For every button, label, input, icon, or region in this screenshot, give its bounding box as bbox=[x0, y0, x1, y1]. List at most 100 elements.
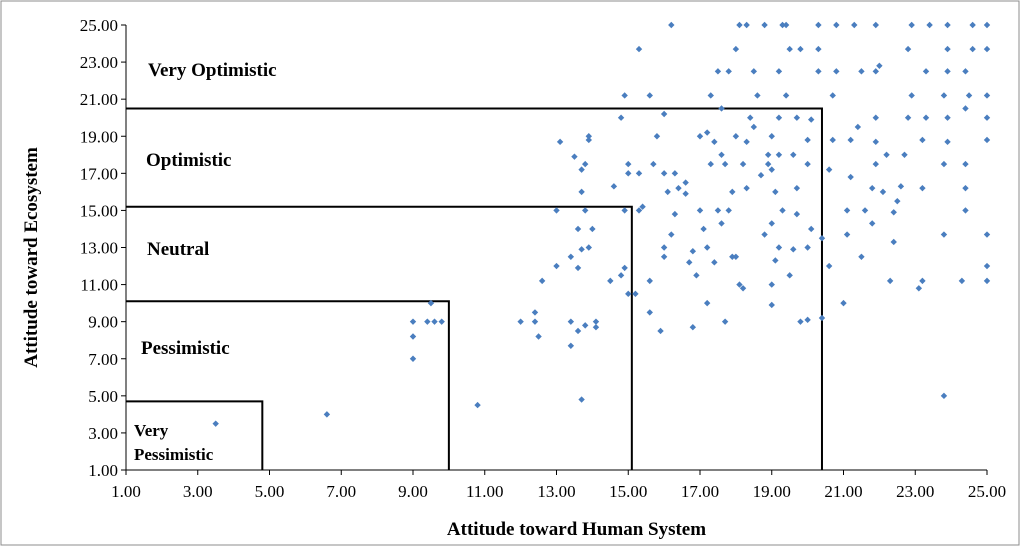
zone-label: Very bbox=[134, 421, 169, 440]
data-point bbox=[617, 114, 625, 121]
data-point bbox=[707, 92, 714, 99]
data-point bbox=[664, 188, 671, 196]
data-point bbox=[808, 225, 815, 233]
data-point bbox=[915, 285, 923, 292]
data-point bbox=[858, 68, 865, 75]
x-tick-label: 1.00 bbox=[111, 482, 141, 501]
data-point bbox=[732, 133, 740, 140]
zone-labels: Very Optimistic Optimistic Neutral Pessimis… bbox=[134, 60, 277, 464]
zone-boundary bbox=[126, 107, 823, 470]
data-point bbox=[653, 133, 661, 140]
data-point bbox=[962, 105, 969, 112]
data-point bbox=[718, 151, 725, 158]
data-point bbox=[617, 272, 625, 279]
data-point bbox=[890, 238, 897, 246]
data-point bbox=[721, 318, 729, 325]
data-point bbox=[714, 207, 722, 214]
data-point bbox=[772, 188, 779, 196]
data-point bbox=[657, 327, 664, 335]
data-point bbox=[919, 277, 926, 285]
data-points bbox=[212, 21, 991, 427]
data-point bbox=[764, 160, 772, 168]
data-point bbox=[718, 105, 725, 112]
data-point bbox=[775, 68, 783, 75]
data-point bbox=[983, 21, 991, 29]
data-point bbox=[736, 281, 743, 288]
zone-label: Optimistic bbox=[146, 150, 232, 171]
data-point bbox=[768, 301, 775, 309]
data-point bbox=[592, 324, 600, 331]
y-tick-label: 3.00 bbox=[88, 424, 118, 443]
x-tick-label: 19.00 bbox=[753, 482, 791, 501]
data-point bbox=[922, 68, 930, 75]
data-point bbox=[818, 235, 826, 242]
data-point bbox=[431, 318, 438, 325]
data-point bbox=[944, 114, 951, 121]
data-point bbox=[323, 411, 331, 418]
data-point bbox=[625, 290, 632, 298]
data-point bbox=[660, 110, 668, 118]
data-point bbox=[739, 160, 747, 168]
data-point bbox=[409, 318, 417, 325]
data-point bbox=[646, 277, 653, 285]
data-point bbox=[854, 123, 862, 131]
data-point bbox=[754, 92, 761, 99]
data-point bbox=[718, 220, 725, 227]
y-axis-title: Attitude toward Ecosystem bbox=[21, 147, 42, 368]
data-point bbox=[872, 114, 879, 121]
data-point bbox=[833, 68, 840, 75]
data-point bbox=[962, 207, 969, 214]
data-point bbox=[424, 318, 431, 325]
data-point bbox=[894, 197, 901, 205]
data-point bbox=[578, 188, 585, 196]
data-point bbox=[782, 21, 790, 29]
data-point bbox=[686, 259, 693, 266]
data-point bbox=[768, 133, 775, 140]
y-tick-label: 9.00 bbox=[88, 313, 118, 332]
data-point bbox=[775, 151, 783, 158]
data-point bbox=[743, 21, 750, 29]
data-point bbox=[761, 21, 768, 29]
data-point bbox=[621, 264, 628, 272]
data-point bbox=[804, 316, 811, 324]
y-tick-label: 11.00 bbox=[80, 276, 118, 295]
data-point bbox=[876, 62, 883, 69]
data-point bbox=[944, 45, 951, 53]
y-tick-label: 19.00 bbox=[80, 127, 118, 146]
data-point bbox=[582, 207, 589, 214]
x-tick-label: 5.00 bbox=[255, 482, 285, 501]
data-point bbox=[926, 21, 933, 29]
data-point bbox=[872, 138, 879, 146]
data-point bbox=[843, 207, 851, 214]
data-point bbox=[818, 314, 826, 322]
data-point bbox=[696, 207, 704, 214]
data-point bbox=[940, 231, 948, 238]
data-point bbox=[786, 45, 793, 53]
data-point bbox=[919, 184, 926, 192]
data-point bbox=[768, 220, 775, 227]
data-point bbox=[761, 231, 768, 238]
data-point bbox=[861, 207, 869, 214]
data-point bbox=[969, 21, 976, 29]
data-point bbox=[983, 136, 991, 144]
data-point bbox=[879, 188, 887, 196]
data-point bbox=[585, 244, 592, 251]
data-point bbox=[983, 262, 991, 270]
data-point bbox=[793, 114, 801, 121]
data-point bbox=[940, 160, 948, 168]
data-point bbox=[553, 207, 560, 214]
data-point bbox=[553, 262, 560, 270]
data-point bbox=[779, 207, 786, 214]
data-point bbox=[847, 136, 854, 144]
data-point bbox=[578, 166, 585, 173]
data-point bbox=[212, 420, 219, 427]
data-point bbox=[703, 299, 711, 307]
data-point bbox=[585, 133, 592, 140]
data-point bbox=[883, 151, 890, 158]
y-tick-label: 5.00 bbox=[88, 387, 118, 406]
data-point bbox=[965, 92, 973, 99]
data-point bbox=[840, 299, 847, 307]
data-point bbox=[743, 184, 750, 192]
data-point bbox=[750, 123, 758, 131]
